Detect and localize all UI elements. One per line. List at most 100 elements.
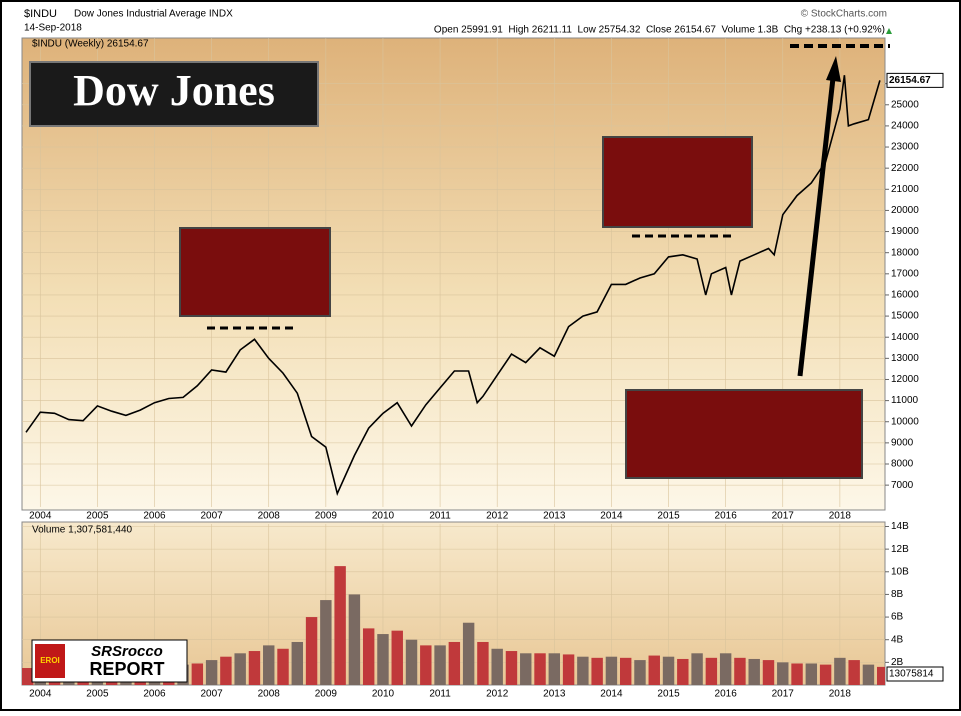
volume-bar <box>691 653 703 685</box>
legend-entry: $INDU (Weekly) 26154.67 <box>32 39 149 50</box>
source: © StockCharts.com <box>801 9 887 20</box>
volume-bar <box>662 656 675 685</box>
x-tick-label: 2012 <box>486 511 509 522</box>
volume-bar <box>762 660 775 685</box>
current-value-label: 13075814 <box>889 669 934 680</box>
x-tick-label: 2011 <box>429 689 451 700</box>
x-tick-label: 2013 <box>543 689 566 700</box>
volume-bar <box>734 657 746 685</box>
x-tick-label: 2005 <box>86 511 109 522</box>
y-tick-label: 16000 <box>891 290 919 301</box>
volume-bar <box>205 660 218 685</box>
logo: EROI SRSrocco REPORT <box>31 639 188 683</box>
x-tick-label: 2006 <box>143 511 166 522</box>
volume-bar <box>505 651 518 685</box>
volume-bar <box>462 622 475 685</box>
volume-bar <box>591 657 603 685</box>
chart-title: Dow Jones <box>73 66 275 115</box>
y-tick-label: 9000 <box>891 438 914 449</box>
y-tick-label: 15000 <box>891 311 919 322</box>
volume-bar <box>291 641 304 685</box>
y-tick-label: 14B <box>891 521 909 532</box>
volume-bar <box>248 651 261 685</box>
volume-bar <box>22 668 34 685</box>
x-tick-label: 2007 <box>200 511 223 522</box>
x-tick-label: 2009 <box>315 689 338 700</box>
price-line <box>25 75 881 497</box>
volume-bar <box>334 566 346 685</box>
logo-tagline: REPORT <box>89 659 164 679</box>
arrow-head <box>826 56 841 82</box>
x-tick-label: 2017 <box>772 511 795 522</box>
current-value-box <box>886 666 944 682</box>
volume-bar <box>748 658 760 685</box>
volume-bar <box>648 655 660 685</box>
y-tick-label: 10B <box>891 566 909 577</box>
annotation-box <box>602 136 753 228</box>
y-tick-label: 8000 <box>891 459 914 470</box>
legend-entry: Volume 1,307,581,440 <box>32 525 133 536</box>
volume-bar <box>791 663 803 685</box>
x-tick-label: 2004 <box>29 511 52 522</box>
volume-bar <box>677 658 689 685</box>
y-tick-label: 8B <box>891 589 904 600</box>
volume-bar <box>420 645 432 685</box>
x-tick-label: 2014 <box>600 689 623 700</box>
x-tick-label: 2004 <box>29 689 52 700</box>
y-tick-label: 12000 <box>891 374 919 385</box>
y-tick-label: 4B <box>891 634 904 645</box>
title-box <box>29 61 319 127</box>
volume-bar <box>862 664 875 685</box>
volume-bar <box>377 634 389 685</box>
x-tick-label: 2018 <box>829 689 852 700</box>
volume-bar <box>277 648 289 685</box>
x-tick-label: 2017 <box>772 689 795 700</box>
volume-bar <box>220 656 232 685</box>
volume-bar <box>877 666 885 685</box>
volume-bar <box>548 653 561 685</box>
volume-bar <box>834 657 846 685</box>
y-tick-label: 6B <box>891 612 904 623</box>
volume-bar <box>391 630 403 685</box>
x-tick-label: 2011 <box>429 511 451 522</box>
y-tick-label: 17000 <box>891 268 919 279</box>
volume-bar <box>848 660 860 685</box>
symbol-name: Dow Jones Industrial Average INDX <box>74 9 233 20</box>
volume-bar <box>520 653 532 685</box>
logo-name: SRSrocco <box>91 643 163 660</box>
x-tick-label: 2015 <box>657 689 680 700</box>
volume-bar <box>263 645 275 685</box>
current-value-box <box>886 72 944 88</box>
volume-bar <box>348 594 361 685</box>
y-tick-label: 20000 <box>891 205 919 216</box>
quote: Open 25991.91 High 26211.11 Low 25754.32… <box>434 25 885 36</box>
arrow-shaft <box>797 77 836 377</box>
volume-bar <box>405 639 418 685</box>
y-tick-label: 14000 <box>891 332 919 343</box>
current-value-label: 26154.67 <box>889 75 931 86</box>
x-tick-label: 2013 <box>543 511 566 522</box>
x-tick-label: 2016 <box>715 689 738 700</box>
x-tick-label: 2018 <box>829 511 852 522</box>
volume-bar <box>434 645 446 685</box>
y-tick-label: 12B <box>891 544 909 555</box>
x-tick-label: 2005 <box>86 689 109 700</box>
volume-bar <box>605 656 618 685</box>
y-tick-label: 25000 <box>891 99 919 110</box>
y-tick-label: 13000 <box>891 353 919 364</box>
y-tick-label: 22000 <box>891 163 919 174</box>
volume-bar <box>819 664 832 685</box>
volume-bar <box>634 660 646 685</box>
y-tick-label: 2B <box>891 657 904 668</box>
x-tick-label: 2010 <box>372 689 395 700</box>
volume-bar <box>534 653 546 685</box>
y-tick-label: 24000 <box>891 121 919 132</box>
x-tick-label: 2009 <box>315 511 338 522</box>
y-tick-label: 11000 <box>891 395 919 406</box>
x-tick-label: 2007 <box>200 689 223 700</box>
volume-bar <box>777 662 789 685</box>
volume-bar <box>719 653 732 685</box>
x-tick-label: 2015 <box>657 511 680 522</box>
